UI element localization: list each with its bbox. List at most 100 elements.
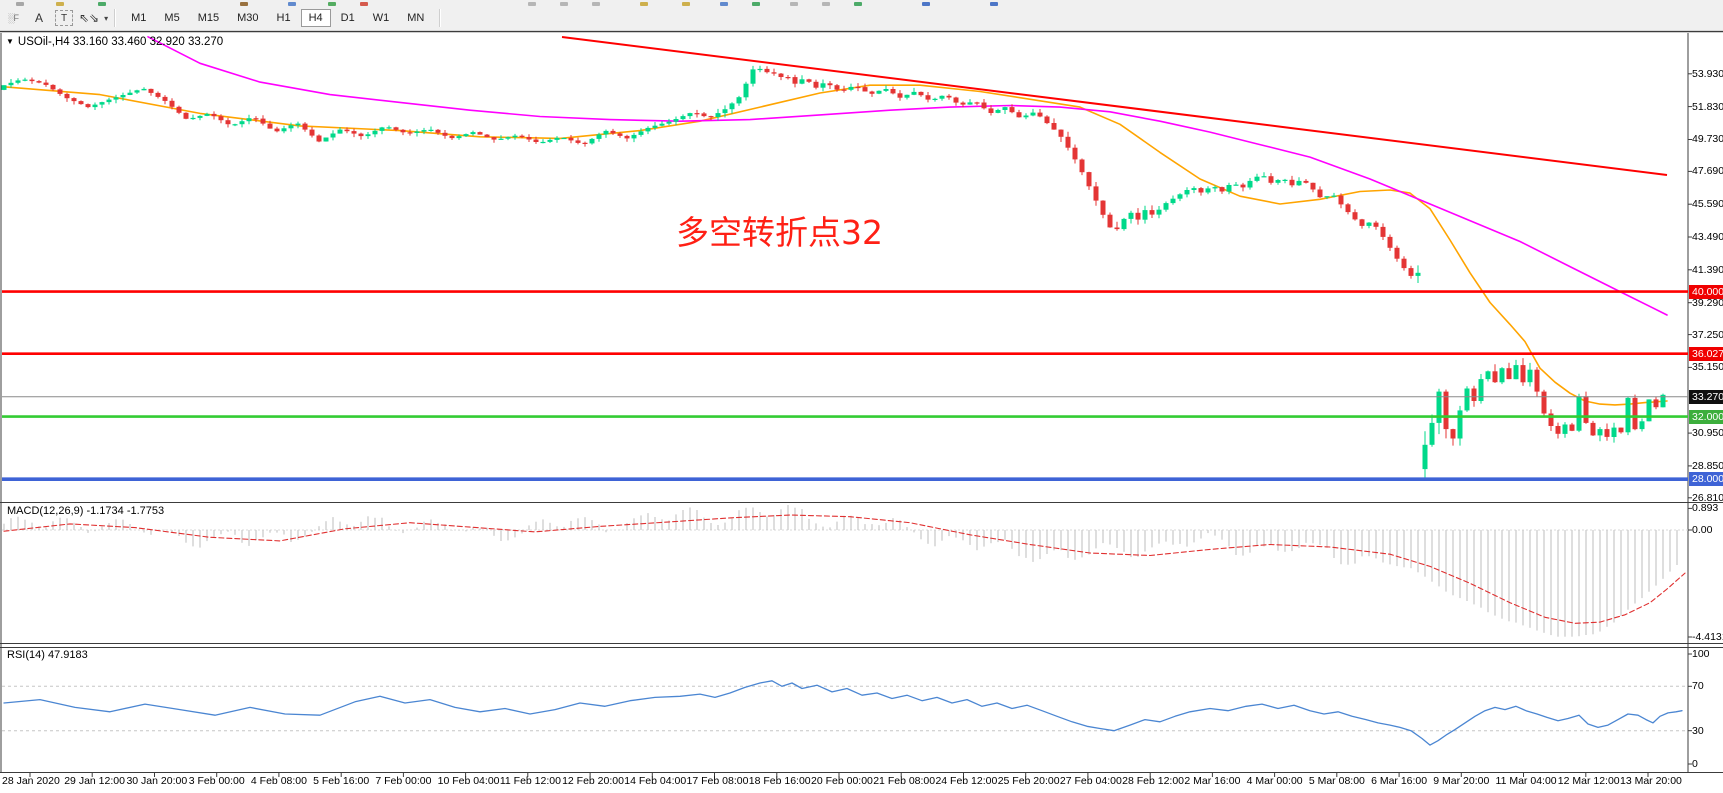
time-axis-label: 18 Feb 16:00	[748, 775, 811, 787]
time-axis-label: 5 Feb 16:00	[313, 775, 370, 787]
time-axis-label: 28 Jan 2020	[2, 775, 60, 787]
toolbar-icon-fragment	[360, 2, 368, 6]
chevron-down-icon[interactable]: ▾	[104, 13, 109, 23]
time-axis-label: 6 Mar 16:00	[1371, 775, 1428, 787]
time-axis-label: 20 Feb 00:00	[811, 775, 873, 787]
time-axis-label: 30 Jan 20:00	[126, 775, 188, 787]
macd-axis-label: 0.00	[1692, 524, 1713, 536]
toolbar-icon-fragment	[288, 2, 296, 6]
price-axis-label: 51.830	[1692, 100, 1723, 113]
macd-axis-label: 0.893	[1692, 502, 1719, 515]
toolbar-icon-fragment	[592, 2, 600, 6]
rsi-axis-label: 0	[1692, 758, 1698, 770]
toolbar-icon-fragment	[240, 2, 248, 6]
price-axis-label: 37.250	[1692, 328, 1723, 341]
price-axis-label: 28.850	[1692, 459, 1723, 472]
toolbar-icon-fragment	[720, 2, 728, 6]
time-axis-label: 17 Feb 08:00	[686, 775, 749, 787]
toolbar-icon-fragment	[990, 2, 998, 6]
text-box-icon[interactable]: T	[55, 10, 73, 26]
toolbar-icon-fragment	[560, 2, 568, 6]
arrows-tool-icon[interactable]: ⇖⇘	[79, 11, 100, 25]
time-axis-label: 14 Feb 04:00	[624, 775, 687, 787]
time-axis-label: 4 Feb 08:00	[250, 775, 307, 787]
toolbar-icon-fragment	[822, 2, 830, 6]
toolbar-separator	[114, 9, 117, 27]
macd-signal-line	[3, 514, 1686, 624]
toolbar-icon-fragment	[98, 2, 106, 6]
toolbar-icon-fragment	[640, 2, 648, 6]
annotation-text: 多空转折点32	[676, 213, 883, 252]
time-axis-label: 11 Feb 12:00	[499, 775, 561, 787]
toolbar-icon-fragment	[56, 2, 64, 6]
toolbar-icon-fragment	[528, 2, 536, 6]
toolbar-icon-fragment	[790, 2, 798, 6]
time-axis-label: 13 Mar 20:00	[1620, 775, 1682, 787]
grid-icon[interactable]: ░F	[8, 13, 19, 23]
rsi-axis-label: 100	[1692, 648, 1710, 660]
time-axis-label: 4 Mar 00:00	[1246, 775, 1303, 787]
timeframe-m15[interactable]: M15	[197, 12, 220, 24]
price-axis-label: 26.810	[1692, 491, 1723, 504]
price-axis-label: 43.490	[1692, 231, 1723, 243]
timeframe-buttons: M1 M5 M15 M30 H1 H4 D1 W1 MN	[122, 9, 433, 27]
symbol-dropdown-icon[interactable]: ▼	[6, 37, 14, 46]
toolbar-top-clipped	[0, 0, 1723, 6]
price-axis-label: 45.590	[1692, 198, 1723, 211]
price-level-badge: 32.000	[1689, 409, 1723, 424]
time-axis-label: 27 Feb 04:00	[1059, 775, 1122, 787]
toolbar-icon-fragment	[854, 2, 862, 6]
time-axis-label: 28 Feb 12:00	[1122, 775, 1185, 787]
toolbar-icon-fragment	[682, 2, 690, 6]
time-axis-label: 11 Mar 04:00	[1495, 775, 1557, 787]
drawing-tool-buttons: ░F A T ⇖⇘	[0, 9, 102, 27]
time-axis-label: 29 Jan 12:00	[64, 775, 125, 787]
toolbar-icon-fragment	[16, 2, 24, 6]
timeframe-m30[interactable]: M30	[237, 12, 259, 24]
time-axis-label: 21 Feb 08:00	[873, 775, 936, 787]
price-axis-label: 30.950	[1692, 427, 1723, 440]
text-label-icon[interactable]: A	[34, 11, 43, 25]
time-axis-label: 25 Feb 20:00	[997, 775, 1060, 787]
rsi-line	[3, 680, 1683, 746]
chart-title: ▼ USOil-,H4 33.160 33.460 32.920 33.270	[6, 36, 223, 48]
price-level-badge: 28.000	[1689, 472, 1723, 487]
time-axis-label: 12 Mar 12:00	[1557, 775, 1620, 787]
toolbar-icon-fragment	[328, 2, 336, 6]
price-axis-label: 41.390	[1692, 263, 1723, 276]
time-axis-label: 7 Feb 00:00	[375, 775, 432, 787]
timeframe-m5[interactable]: M5	[164, 12, 180, 24]
time-axis-label: 24 Feb 12:00	[935, 775, 998, 787]
chart-title-text: USOil-,H4 33.160 33.460 32.920 33.270	[17, 36, 224, 48]
time-axis-label: 10 Feb 04:00	[437, 775, 500, 787]
macd-label: MACD(12,26,9) -1.1734 -1.7753	[7, 505, 165, 517]
time-axis-label: 12 Feb 20:00	[562, 775, 624, 787]
time-axis-label: 2 Mar 16:00	[1184, 775, 1241, 787]
rsi-axis-label: 70	[1692, 680, 1704, 693]
toolbar-icon-fragment	[922, 2, 930, 6]
price-level-badge: 33.270	[1689, 389, 1723, 404]
time-axis-label: 9 Mar 20:00	[1433, 775, 1490, 787]
timeframe-d1[interactable]: D1	[340, 12, 355, 24]
toolbar: ░F A T ⇖⇘ ▾ M1 M5 M15 M30 H1 H4 D1 W1 MN	[0, 6, 1723, 31]
timeframe-h4[interactable]: H4	[300, 9, 331, 27]
timeframe-w1[interactable]: W1	[372, 12, 390, 24]
time-axis-label: 5 Mar 08:00	[1308, 775, 1365, 787]
price-axis-label: 39.290	[1692, 296, 1723, 309]
timeframe-m1[interactable]: M1	[131, 12, 147, 24]
price-axis-label: 53.930	[1692, 67, 1723, 80]
price-axis-label: 47.690	[1692, 165, 1723, 178]
timeframe-mn[interactable]: MN	[407, 12, 425, 24]
timeframe-h1[interactable]: H1	[276, 12, 291, 24]
rsi-label: RSI(14) 47.9183	[7, 649, 88, 661]
price-level-badge: 36.027	[1689, 346, 1723, 361]
ma-slow-magenta	[147, 35, 1668, 316]
price-axis-label: 49.730	[1692, 133, 1723, 146]
price-level-badge: 40.000	[1689, 284, 1723, 299]
price-axis-label: 35.150	[1692, 361, 1723, 374]
rsi-axis-label: 30	[1692, 724, 1704, 737]
toolbar-separator	[439, 9, 442, 27]
time-axis-label: 3 Feb 00:00	[188, 775, 245, 787]
